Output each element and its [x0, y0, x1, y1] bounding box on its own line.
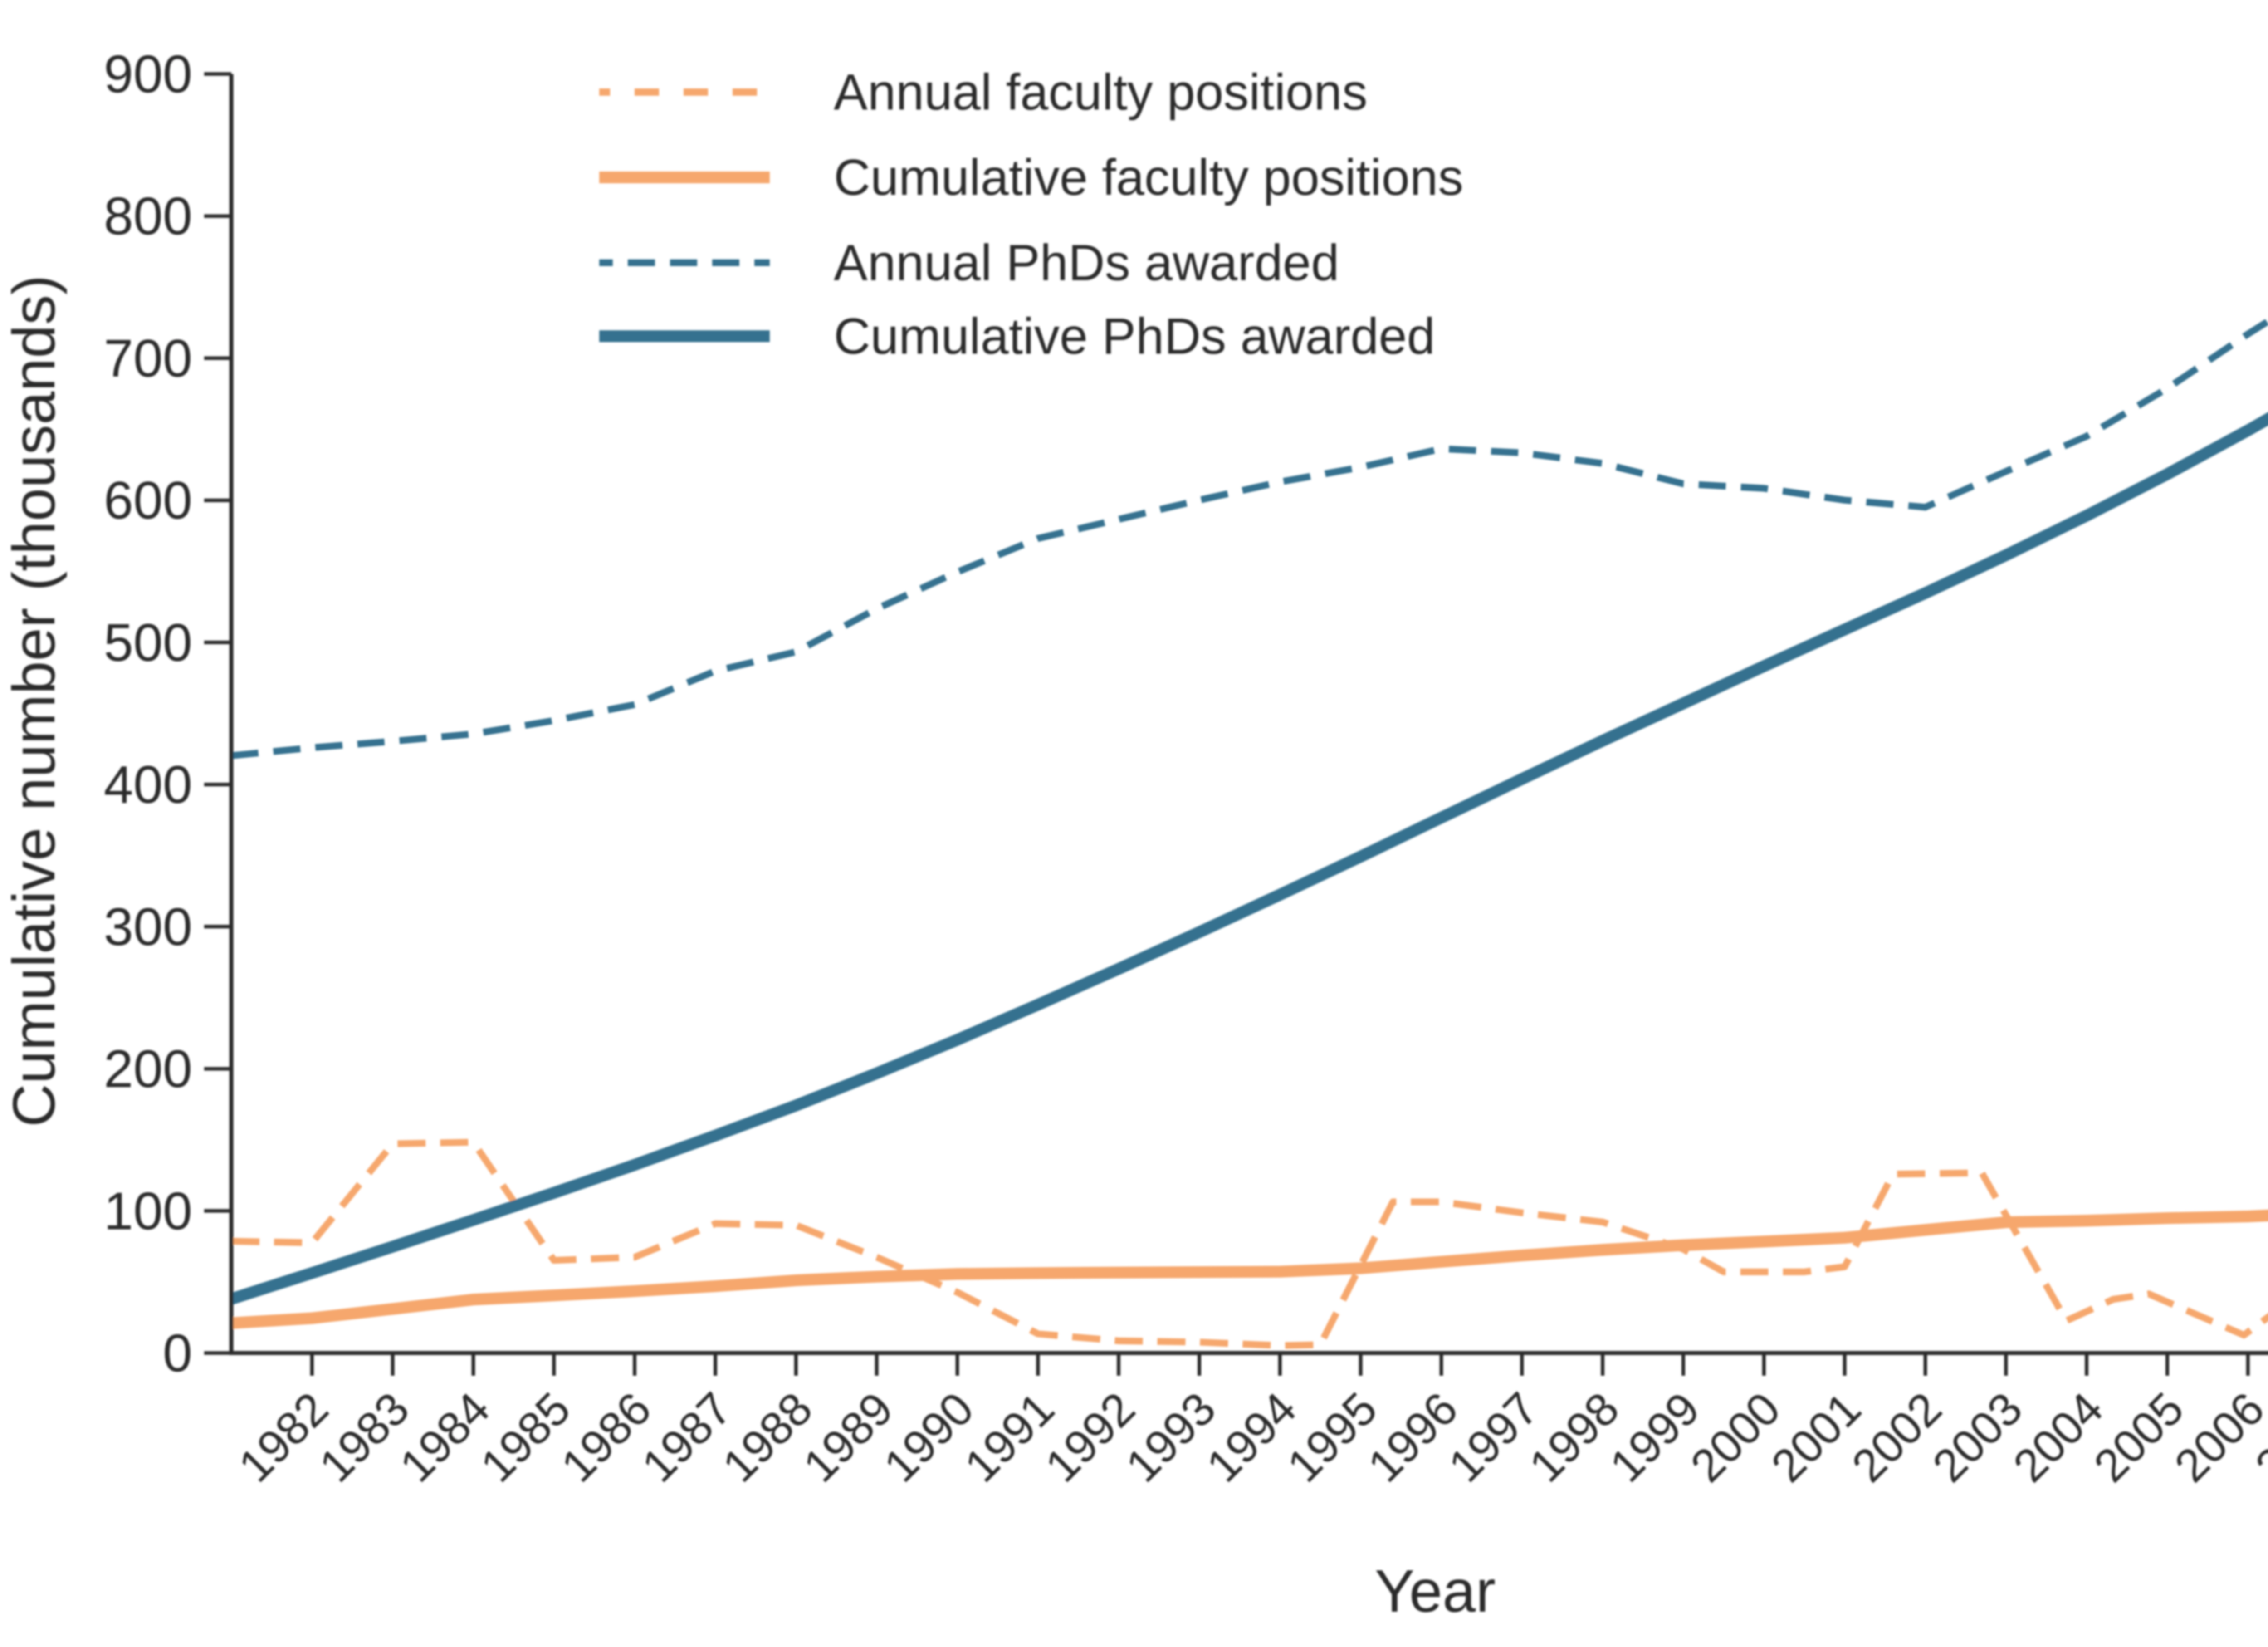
- svg-text:400: 400: [104, 755, 192, 814]
- svg-text:900: 900: [104, 44, 192, 104]
- svg-text:Cumulative number (thousands): Cumulative number (thousands): [0, 275, 67, 1127]
- svg-text:Cumulative faculty positions: Cumulative faculty positions: [834, 149, 1463, 206]
- svg-text:500: 500: [104, 613, 192, 672]
- svg-text:Cumulative PhDs awarded: Cumulative PhDs awarded: [834, 308, 1435, 365]
- svg-text:700: 700: [104, 328, 192, 388]
- svg-text:Year: Year: [1375, 1558, 1496, 1624]
- svg-text:300: 300: [104, 897, 192, 956]
- svg-text:600: 600: [104, 471, 192, 530]
- svg-text:Annual PhDs awarded: Annual PhDs awarded: [834, 235, 1339, 291]
- svg-text:100: 100: [104, 1181, 192, 1240]
- svg-text:800: 800: [104, 186, 192, 246]
- svg-text:200: 200: [104, 1039, 192, 1098]
- svg-text:0: 0: [163, 1323, 192, 1383]
- svg-text:Annual faculty positions: Annual faculty positions: [834, 64, 1368, 121]
